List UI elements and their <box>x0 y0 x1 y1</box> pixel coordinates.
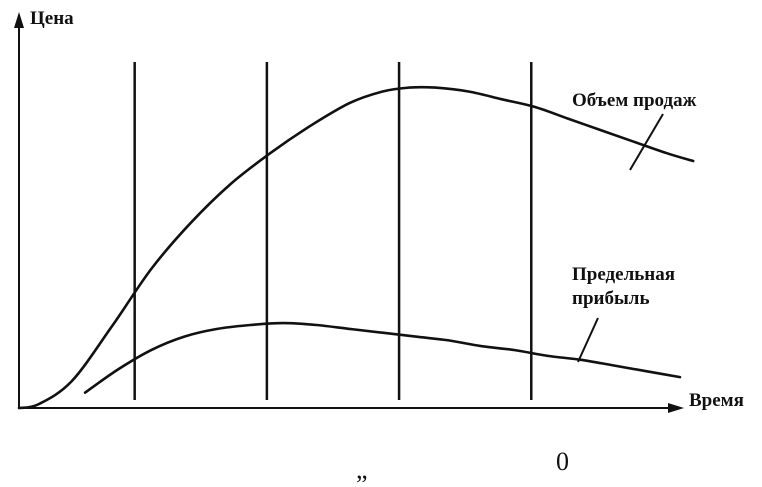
stage-dividers <box>133 62 533 400</box>
profit-series-label-line1: Предельная <box>572 264 675 285</box>
series-curves <box>17 85 695 410</box>
x-axis-arrow-icon <box>668 403 684 413</box>
sales-label-leader <box>629 113 664 171</box>
sales-volume-curve <box>17 85 695 410</box>
footer-right-mark: 0 <box>556 447 569 476</box>
x-axis-label: Время <box>689 390 744 411</box>
y-axis-label: Цена <box>30 8 74 29</box>
profit-label-leader <box>577 317 599 363</box>
profit-series-label-line2: прибыль <box>572 288 650 309</box>
axes <box>14 12 684 413</box>
sales-label-group: Объем продаж <box>572 90 697 171</box>
marginal-profit-curve <box>83 321 682 394</box>
sales-series-label: Объем продаж <box>572 90 697 111</box>
profit-label-group: Предельная прибыль <box>572 264 675 363</box>
footer-left-mark: „ <box>356 455 368 484</box>
y-axis-arrow-icon <box>14 12 24 28</box>
